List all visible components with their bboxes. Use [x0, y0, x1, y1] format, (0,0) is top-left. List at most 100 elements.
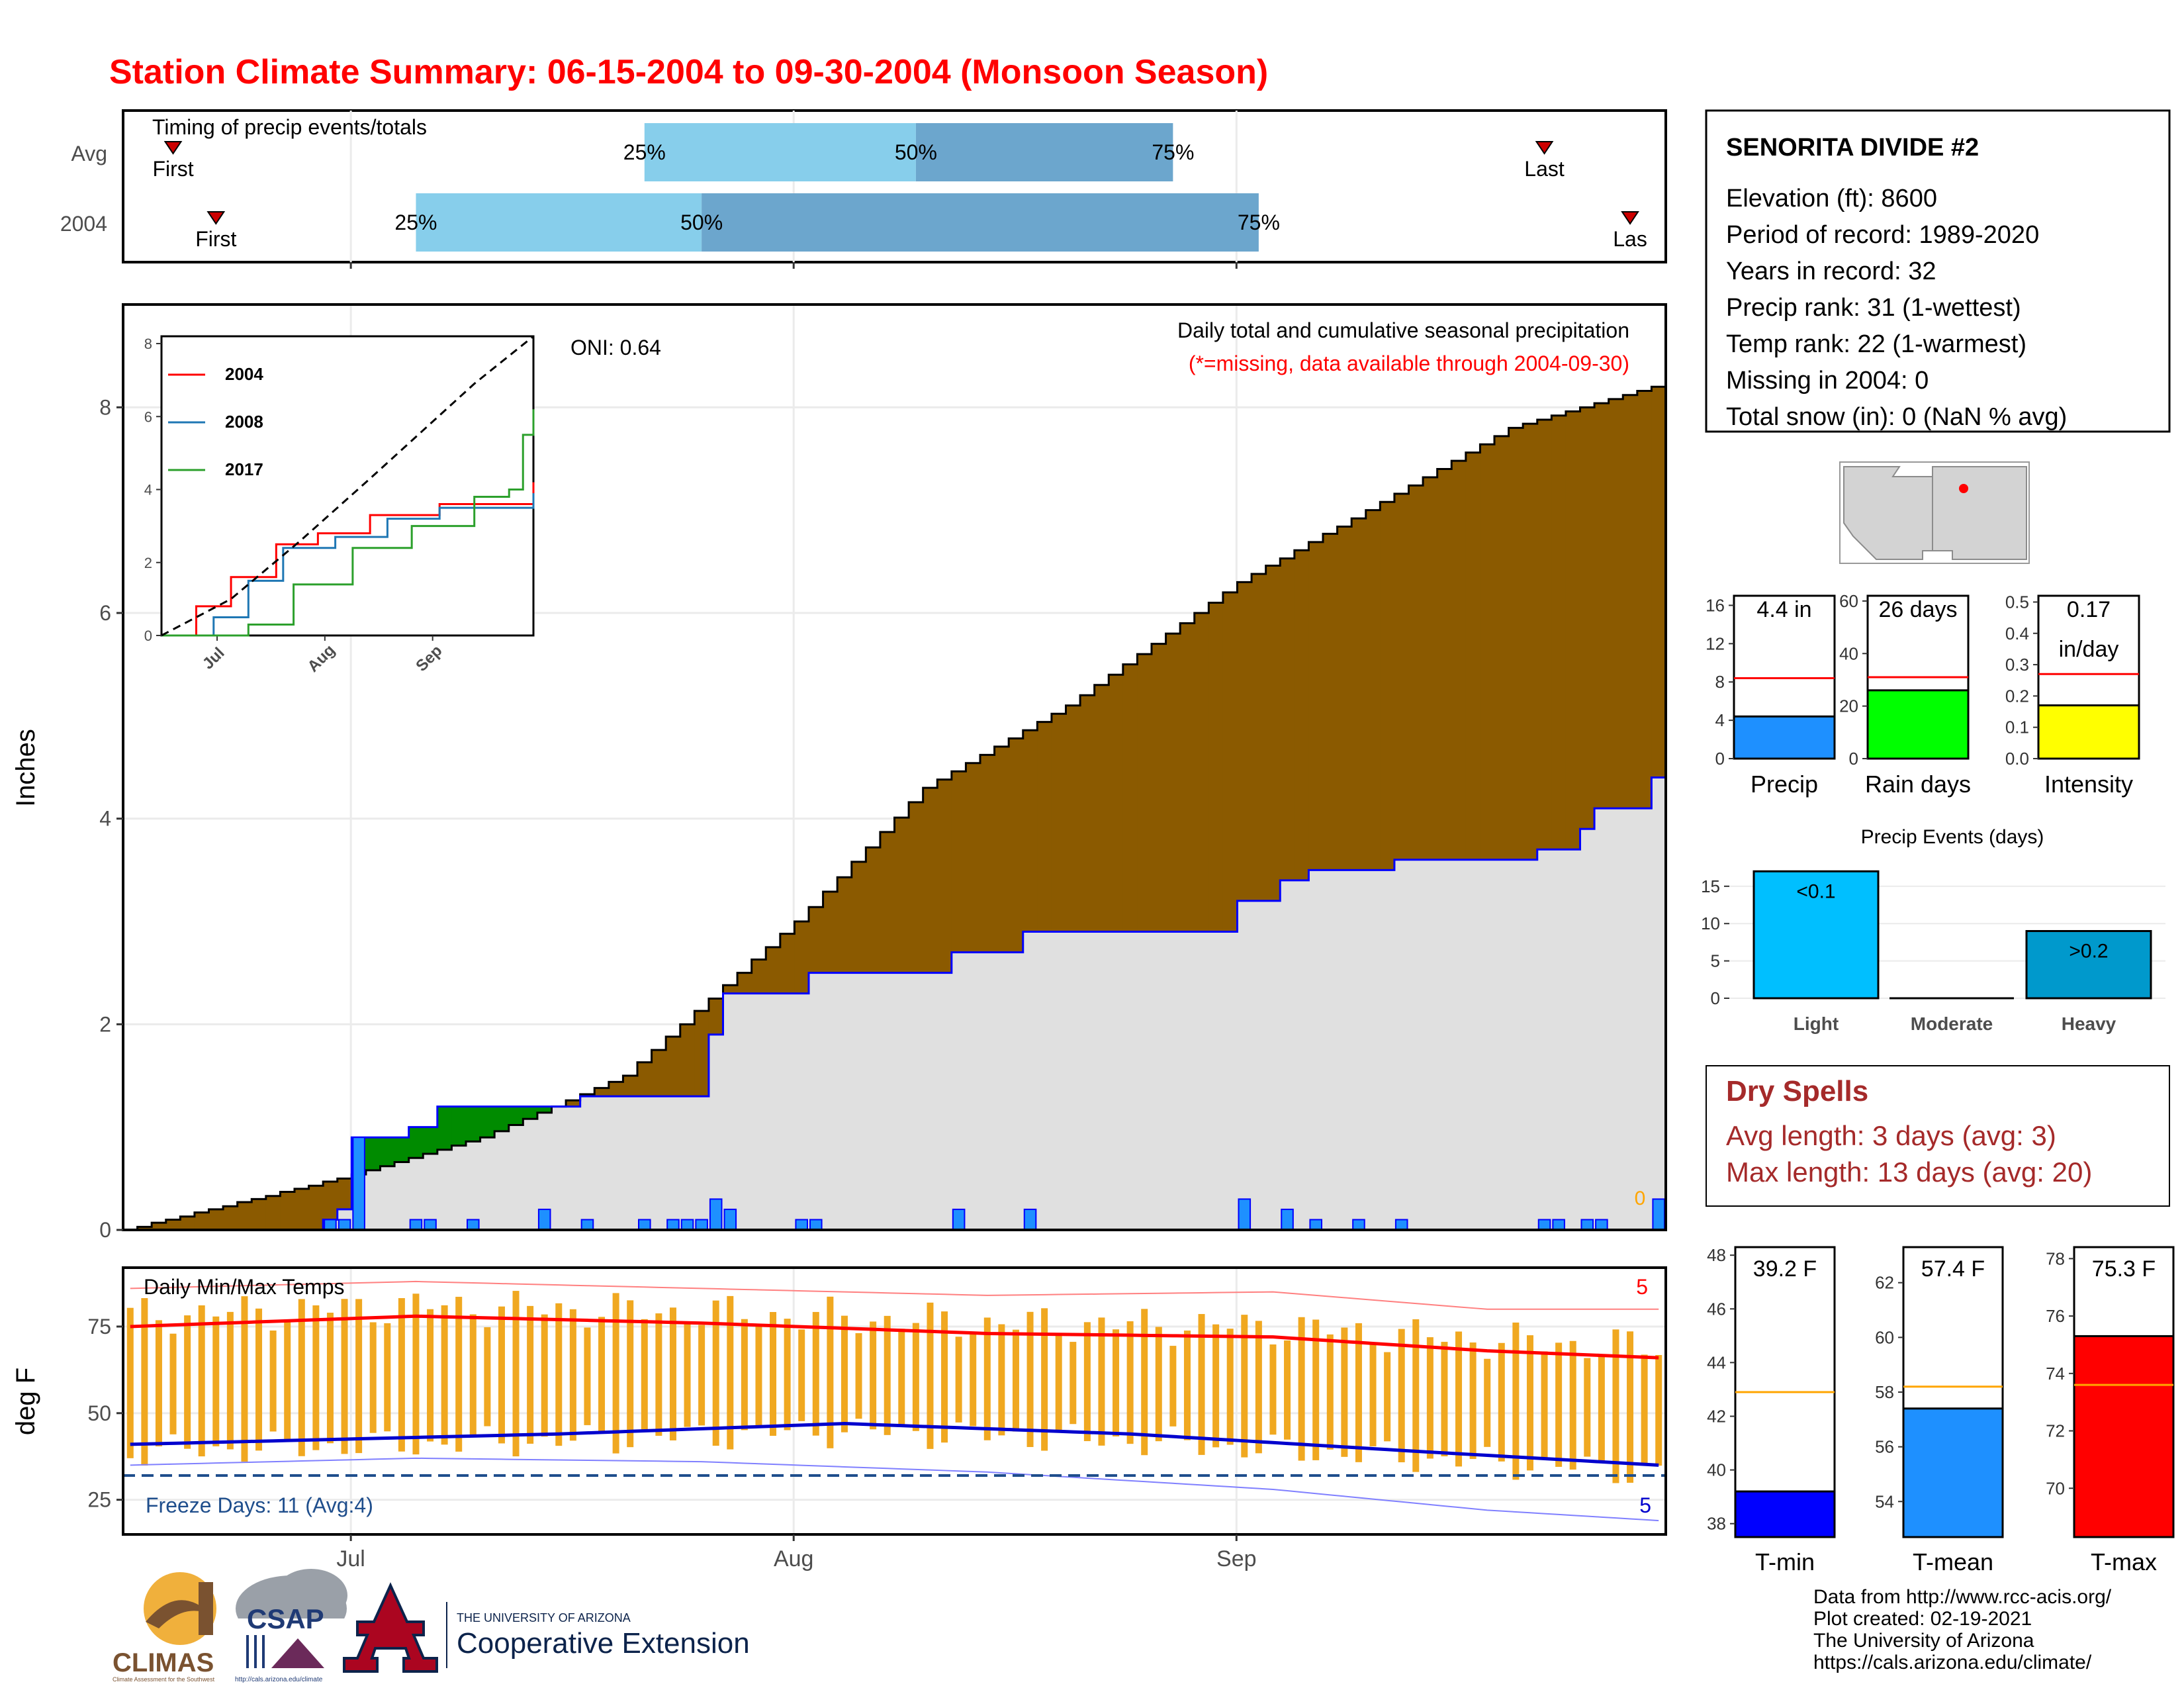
precip-diff-fill-85: [1337, 526, 1352, 870]
precip-diff-fill-12: [295, 1188, 310, 1230]
daily-precip-bar-2: [352, 1137, 365, 1231]
daily-temp-bar-91: [1426, 1337, 1433, 1459]
daily-temp-bar-30: [555, 1303, 563, 1446]
precip-diff-fill-8: [237, 1202, 252, 1230]
daily-temp-bar-60: [983, 1317, 991, 1440]
daily-temp-bar-17: [369, 1322, 377, 1433]
precip-diff-fill-91: [1423, 477, 1438, 860]
daily-precip-bar-25: [1580, 1219, 1594, 1231]
daily-temp-bar-41: [712, 1300, 719, 1446]
precip-diff-fill-27: [508, 1106, 523, 1125]
daily-temp-bar-80: [1269, 1344, 1277, 1435]
timing-q75-label-1: 75%: [1238, 211, 1280, 234]
temp-summary-ytick-label-0-3: 44: [1707, 1352, 1726, 1372]
station-elevation: Elevation (ft): 8600: [1726, 185, 1937, 212]
temp-summary-ytick-label-1-4: 62: [1875, 1273, 1894, 1293]
daily-temp-bar-28: [527, 1305, 534, 1444]
daily-precip-bar-15: [809, 1219, 823, 1231]
daily-temp-bar-10: [269, 1330, 277, 1432]
daily-temp-bar-44: [755, 1324, 762, 1426]
daily-temp-bar-89: [1398, 1329, 1405, 1463]
x-tick-label-1: Aug: [774, 1546, 814, 1571]
credit-university: The University of Arizona: [1813, 1630, 2034, 1652]
precip-diff-fill-7: [223, 1206, 238, 1230]
precip-diff-fill-21: [423, 1127, 438, 1154]
daily-temp-bar-56: [927, 1302, 934, 1449]
daily-temp-bar-96: [1498, 1342, 1505, 1462]
csap-logo: CSAP http://cals.arizona.edu/climate: [235, 1569, 351, 1683]
precip-diff-fill-105: [1623, 395, 1638, 809]
daily-temp-bar-26: [498, 1306, 505, 1444]
daily-temp-bar-58: [955, 1336, 962, 1423]
precip-diff-fill-53: [880, 831, 895, 973]
precip-diff-fill-106: [1637, 391, 1652, 809]
daily-temp-bar-3: [169, 1333, 177, 1434]
temp-background: [123, 1268, 1666, 1534]
events-category-label-2: Heavy: [2062, 1013, 2116, 1034]
precip-y-label: Inches: [11, 729, 40, 807]
daily-temp-bar-29: [541, 1314, 548, 1437]
precip-diff-fill-38: [666, 1036, 681, 1097]
precip-diff-fill-71: [1137, 654, 1152, 932]
first-label-0: First: [152, 157, 193, 181]
oni-label: ONI: 0.64: [570, 336, 661, 359]
daily-temp-bar-53: [884, 1315, 891, 1435]
daily-temp-bar-73: [1169, 1346, 1177, 1427]
daily-temp-bar-23: [455, 1297, 463, 1452]
daily-temp-bar-52: [870, 1321, 877, 1430]
temp-summary-ytick-label-0-5: 48: [1707, 1245, 1726, 1265]
ua-block-a-icon: [343, 1582, 438, 1673]
climas-logo-swoosh: [146, 1600, 212, 1628]
precip-diff-fill-83: [1308, 541, 1324, 870]
summary-category-label-2: Intensity: [2044, 771, 2133, 798]
daily-temp-bar-36: [641, 1319, 648, 1432]
dry-spells-avg: Avg length: 3 days (avg: 3): [1726, 1120, 2056, 1151]
csap-rain-2: [254, 1635, 257, 1668]
daily-temp-bar-79: [1255, 1321, 1262, 1454]
daily-temp-bar-24: [469, 1314, 477, 1437]
summary-bar-2: [2037, 704, 2140, 760]
precip-events-content: 0 5 10 15 <0.1 Light Moderate >0.2 Heavy: [1701, 870, 2165, 1034]
precip-diff-fill-101: [1565, 411, 1580, 850]
daily-temp-bar-42: [727, 1295, 734, 1450]
station-info-box: SENORITA DIVIDE #2 Elevation (ft): 8600 …: [1705, 109, 2171, 433]
daily-temp-bar-72: [1155, 1327, 1162, 1442]
precip-diff-fill-54: [894, 818, 909, 973]
daily-precip-bar-13: [723, 1208, 737, 1231]
temp-summary-ytick-label-2-2: 74: [2046, 1364, 2065, 1383]
record-high-count: 5: [1636, 1275, 1648, 1299]
csap-rain-1: [246, 1635, 249, 1668]
daily-temp-bar-45: [770, 1311, 777, 1436]
temp-summary-ytick-label-2-3: 76: [2046, 1306, 2065, 1326]
last-label-1: Las: [1613, 227, 1647, 251]
daily-temp-bar-54: [898, 1329, 905, 1426]
daily-temp-bar-13: [312, 1305, 320, 1450]
csap-rain-3: [262, 1635, 265, 1668]
daily-temp-bar-35: [627, 1300, 634, 1448]
precip-diff-fill-47: [794, 921, 809, 994]
inset-ytick-label-2: 4: [144, 482, 152, 498]
precip-diff-fill-103: [1594, 403, 1610, 809]
summary-bar-0: [1733, 715, 1836, 760]
daily-temp-bar-37: [655, 1313, 662, 1436]
inset-ytick-label-4: 8: [144, 336, 152, 352]
precip-diff-fill-69: [1109, 675, 1124, 932]
daily-temp-bar-75: [1198, 1314, 1205, 1455]
summary-category-label-1: Rain days: [1865, 771, 1971, 798]
temp-summary-value-label-0: 39.2 F: [1753, 1256, 1817, 1282]
summary-bar-1: [1866, 689, 1970, 760]
temp-summary-ytick-label-1-1: 56: [1875, 1437, 1894, 1457]
daily-temp-bar-71: [1141, 1309, 1148, 1456]
precip-diff-fill-76: [1208, 602, 1224, 932]
summary-value-label-1: 26 days: [1878, 597, 1957, 622]
daily-temp-bar-2: [155, 1320, 162, 1446]
precip-diff-fill-24: [466, 1106, 481, 1142]
summary-bars: 0 4 8 12 16 4.4 in Precip 0 20 40 60 26 days Rain da…: [1706, 591, 2140, 798]
daily-temp-bar-38: [669, 1307, 676, 1440]
daily-temp-bar-88: [1384, 1352, 1391, 1442]
daily-temp-bar-63: [1026, 1311, 1034, 1447]
page-title: Station Climate Summary: 06-15-2004 to 0…: [109, 53, 1268, 91]
daily-temp-bar-25: [484, 1327, 491, 1427]
daily-temp-bar-99: [1541, 1351, 1548, 1459]
